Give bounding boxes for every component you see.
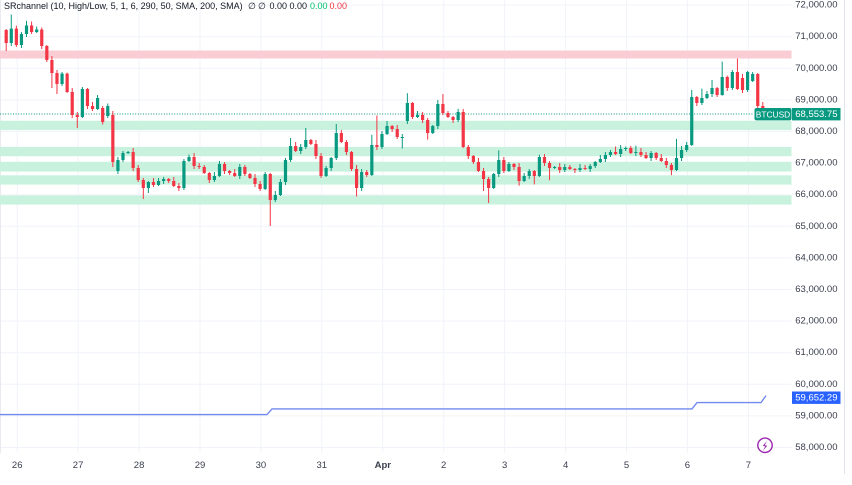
svg-text:6: 6 bbox=[685, 460, 690, 471]
svg-text:31: 31 bbox=[317, 460, 328, 471]
svg-text:Apr: Apr bbox=[375, 460, 392, 471]
svg-text:59,652.29: 59,652.29 bbox=[795, 393, 837, 404]
svg-text:2: 2 bbox=[441, 460, 446, 471]
svg-text:3: 3 bbox=[502, 460, 507, 471]
svg-text:68,000.00: 68,000.00 bbox=[795, 126, 837, 137]
svg-text:4: 4 bbox=[563, 460, 568, 471]
svg-text:28: 28 bbox=[134, 460, 145, 471]
svg-text:0.00: 0.00 bbox=[310, 1, 328, 11]
svg-text:58,000.00: 58,000.00 bbox=[795, 442, 837, 453]
svg-text:66,000.00: 66,000.00 bbox=[795, 189, 837, 200]
svg-text:0.00: 0.00 bbox=[290, 1, 308, 11]
svg-text:∅: ∅ bbox=[258, 1, 266, 11]
svg-text:69,000.00: 69,000.00 bbox=[795, 94, 837, 105]
svg-text:67,000.00: 67,000.00 bbox=[795, 158, 837, 169]
svg-text:26: 26 bbox=[12, 460, 23, 471]
svg-text:62,000.00: 62,000.00 bbox=[795, 316, 837, 327]
svg-text:65,000.00: 65,000.00 bbox=[795, 221, 837, 232]
svg-text:30: 30 bbox=[256, 460, 267, 471]
svg-text:72,000.00: 72,000.00 bbox=[795, 0, 837, 11]
svg-text:29: 29 bbox=[195, 460, 206, 471]
svg-text:0.00: 0.00 bbox=[270, 1, 288, 11]
svg-text:70,000.00: 70,000.00 bbox=[795, 63, 837, 74]
svg-text:0.00: 0.00 bbox=[330, 1, 348, 11]
svg-text:27: 27 bbox=[73, 460, 84, 471]
svg-text:64,000.00: 64,000.00 bbox=[795, 252, 837, 263]
svg-text:7: 7 bbox=[746, 460, 751, 471]
svg-text:5: 5 bbox=[624, 460, 629, 471]
svg-text:71,000.00: 71,000.00 bbox=[795, 31, 837, 42]
svg-text:61,000.00: 61,000.00 bbox=[795, 347, 837, 358]
svg-text:∅: ∅ bbox=[248, 1, 256, 11]
svg-text:SRchannel (10, High/Low, 5, 1,: SRchannel (10, High/Low, 5, 1, 6, 290, 5… bbox=[4, 1, 243, 11]
svg-text:59,000.00: 59,000.00 bbox=[795, 410, 837, 421]
svg-text:68,553.75: 68,553.75 bbox=[795, 109, 837, 120]
svg-text:60,000.00: 60,000.00 bbox=[795, 379, 837, 390]
svg-text:BTCUSD: BTCUSD bbox=[756, 110, 790, 120]
svg-text:63,000.00: 63,000.00 bbox=[795, 284, 837, 295]
